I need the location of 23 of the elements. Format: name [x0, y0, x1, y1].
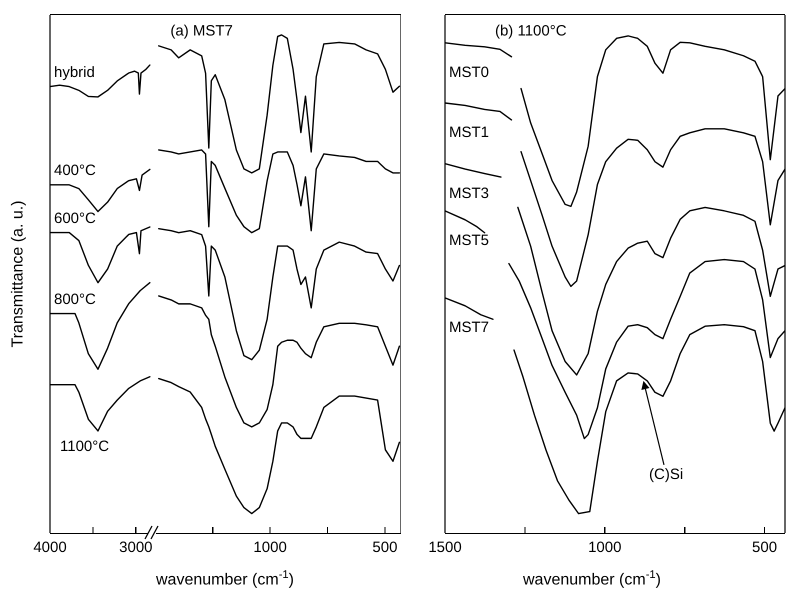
x-axis-title: wavenumber (cm$^{-1}$): [155, 569, 294, 589]
y-axis-title: Transmittance (a. u.): [10, 200, 26, 348]
x-axis-title: wavenumber (cm$^{-1}$): [522, 569, 661, 589]
series-label: 800°C: [54, 291, 96, 308]
series-label: 1100°C: [60, 438, 110, 455]
series-label: MST7: [449, 319, 490, 336]
series-label: MST3: [449, 185, 490, 202]
series-label: MST0: [449, 64, 490, 81]
annotation: (C)Si: [649, 466, 684, 483]
x-tick-label: 500: [752, 539, 778, 556]
x-tick-label: 4000: [33, 539, 67, 556]
x-tick-label: 500: [372, 539, 398, 556]
chart-title: (b) 1100°C: [494, 22, 567, 40]
x-tick-label: 3000: [119, 539, 153, 556]
x-tick-label: 1000: [253, 539, 287, 556]
series-label: hybrid: [54, 64, 95, 81]
series-label: 400°C: [54, 162, 96, 179]
series-label: MST5: [449, 232, 490, 249]
series-label: 600°C: [54, 210, 96, 227]
series-label: MST1: [449, 124, 490, 141]
chart-title: (a) MST7: [170, 22, 233, 40]
x-tick-label: 1500: [428, 539, 462, 556]
x-tick-label: 1000: [588, 539, 622, 556]
